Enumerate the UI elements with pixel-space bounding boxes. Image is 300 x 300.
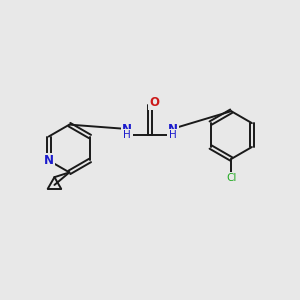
Text: N: N [44, 154, 54, 167]
Text: N: N [122, 123, 132, 136]
Text: Cl: Cl [226, 173, 236, 183]
Text: O: O [149, 96, 160, 109]
Text: N: N [168, 123, 178, 136]
Text: H: H [169, 130, 177, 140]
Text: H: H [123, 130, 131, 140]
